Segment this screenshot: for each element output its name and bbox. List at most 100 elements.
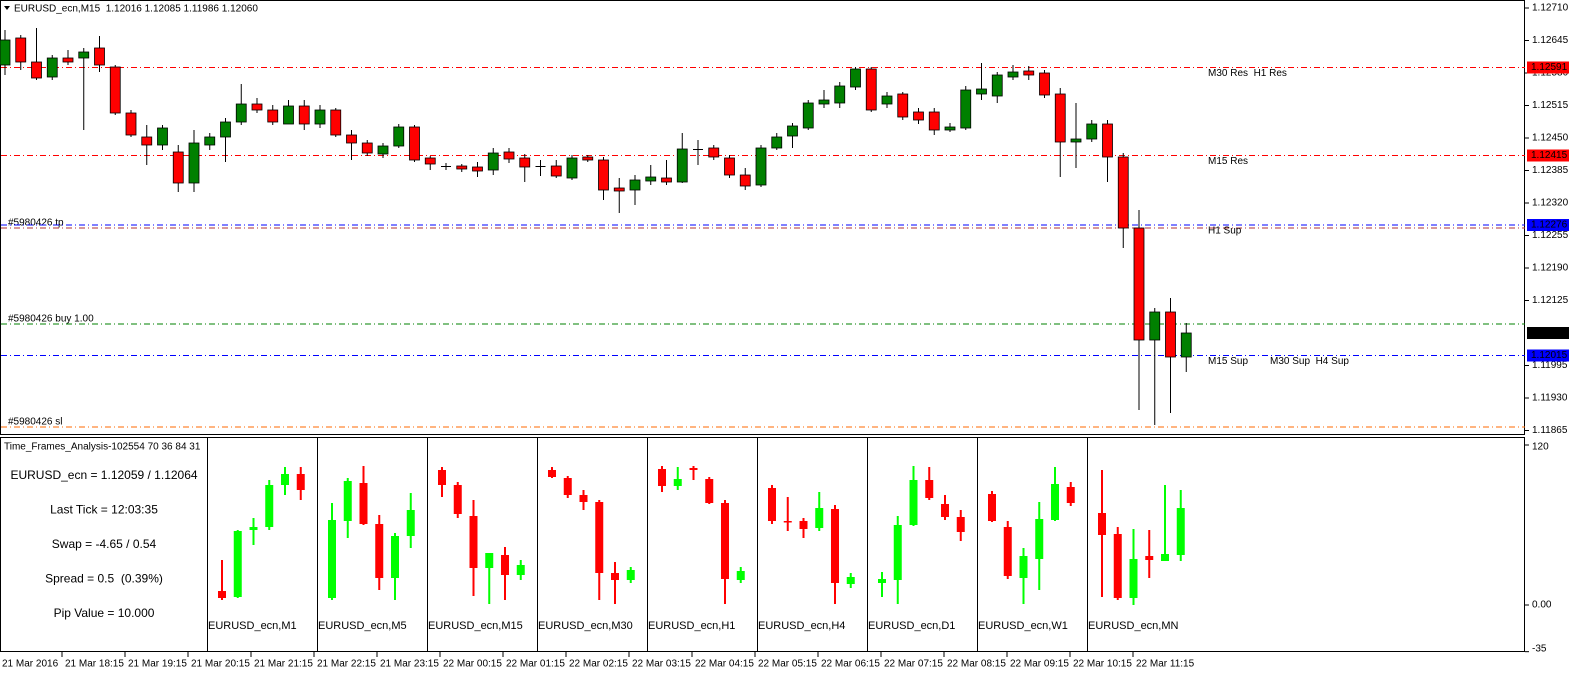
mini-body: [956, 517, 965, 532]
mini-body: [1113, 534, 1122, 598]
candle-body: [109, 66, 121, 114]
x-tick-label: 21 Mar 19:15: [128, 659, 187, 670]
mini-body: [516, 565, 525, 575]
mini-body: [658, 469, 666, 486]
candle-body: [31, 61, 42, 79]
mini-body: [1003, 527, 1012, 576]
mini-body: [438, 470, 446, 485]
y-tick-label: 120: [1532, 442, 1549, 453]
mini-body: [233, 531, 242, 597]
candle-body: [787, 125, 798, 137]
mini-body: [1035, 519, 1044, 559]
candle-body: [456, 165, 468, 170]
bid-label-box: [1527, 327, 1569, 339]
mini-body: [846, 577, 855, 584]
panel-label: EURUSD_ecn,H1: [648, 620, 735, 632]
mini-body: [359, 483, 368, 524]
mini-body: [925, 480, 934, 498]
candle-body: [755, 147, 767, 186]
candle-body: [960, 89, 972, 129]
candle-body: [409, 126, 420, 161]
panel-label: EURUSD_ecn,M15: [428, 620, 523, 632]
info-line: Swap = -4.65 / 0.54: [52, 537, 157, 551]
level-text: M15 Res: [1208, 156, 1248, 167]
info-line: Spread = 0.5 (0.39%): [45, 572, 163, 586]
x-tick-label: 22 Mar 07:15: [884, 659, 943, 670]
price-label: 1.12015: [1531, 350, 1568, 361]
chart-title: EURUSD_ecn,M15 1.12016 1.12085 1.11986 1…: [14, 4, 258, 15]
panel-label: EURUSD_ecn,D1: [868, 620, 955, 632]
candle-body: [361, 142, 373, 154]
order-label: #5980426 sl: [8, 417, 63, 428]
order-label: #5980426 tp: [8, 218, 64, 229]
price-label: 1.12591: [1531, 62, 1568, 73]
candle-body: [188, 142, 200, 184]
info-line: EURUSD_ecn = 1.12059 / 1.12064: [10, 468, 197, 482]
candle-body: [0, 39, 11, 66]
candle-body: [330, 109, 342, 136]
y-tick-label: 1.12190: [1532, 263, 1569, 274]
y-tick-label: 1.12645: [1532, 35, 1569, 46]
candle-body: [204, 136, 216, 146]
candle-body: [251, 103, 263, 111]
y-tick-label: 1.11865: [1532, 425, 1568, 436]
panel-label: EURUSD_ecn,M5: [318, 620, 407, 632]
mini-body: [343, 481, 352, 521]
mini-body: [563, 478, 572, 495]
panel-label: EURUSD_ecn,W1: [978, 620, 1068, 632]
x-tick-label: 21 Mar 21:15: [254, 659, 313, 670]
mini-body: [218, 591, 226, 598]
candle-body: [125, 112, 137, 136]
candle-body: [377, 145, 389, 155]
candle-body: [897, 93, 909, 118]
candle-body: [314, 109, 326, 125]
candle-body: [928, 111, 940, 131]
mini-body: [1098, 513, 1106, 535]
price-label-box: [1527, 149, 1569, 162]
level-text: M30 Res H1 Res: [1208, 68, 1287, 79]
candle-body: [1070, 138, 1082, 143]
candle-body: [535, 166, 546, 167]
candle-body: [472, 166, 483, 172]
mini-body: [249, 527, 258, 530]
mini-body: [721, 503, 729, 579]
mini-body: [485, 553, 494, 568]
menu-arrow[interactable]: [4, 6, 10, 10]
candle-body: [693, 149, 703, 150]
x-tick-label: 21 Mar 20:15: [191, 659, 250, 670]
x-tick-label: 22 Mar 05:15: [758, 659, 817, 670]
mini-body: [988, 494, 996, 521]
mini-body: [281, 474, 289, 485]
y-tick-label: 1.12320: [1532, 198, 1569, 209]
mini-body: [815, 508, 824, 528]
candle-body: [1180, 332, 1192, 358]
price-label: 1.12276: [1531, 220, 1568, 231]
candle-body: [503, 151, 515, 160]
candle-body: [1133, 227, 1145, 341]
candle-body: [15, 37, 27, 63]
candle-body: [1007, 71, 1019, 78]
mini-body: [1066, 487, 1075, 503]
mini-body: [265, 485, 274, 527]
x-tick-label: 21 Mar 22:15: [317, 659, 376, 670]
candle-body: [94, 47, 105, 66]
candle-body: [834, 85, 846, 104]
candle-body: [1086, 123, 1098, 140]
mini-body: [626, 570, 635, 580]
panel-label: EURUSD_ecn,M1: [208, 620, 297, 632]
mini-body: [783, 521, 792, 523]
mini-body: [579, 495, 588, 502]
info-line: Pip Value = 10.000: [54, 606, 155, 620]
mini-body: [611, 573, 619, 580]
mini-body: [893, 525, 902, 580]
mini-body: [705, 479, 714, 503]
mini-body: [595, 502, 604, 573]
candle-body: [771, 136, 783, 149]
panel-label: EURUSD_ecn,M30: [538, 620, 633, 632]
candle-body: [441, 166, 451, 167]
candle-body: [913, 111, 924, 121]
order-label: #5980426 buy 1.00: [8, 314, 94, 325]
candle-body: [487, 152, 499, 171]
